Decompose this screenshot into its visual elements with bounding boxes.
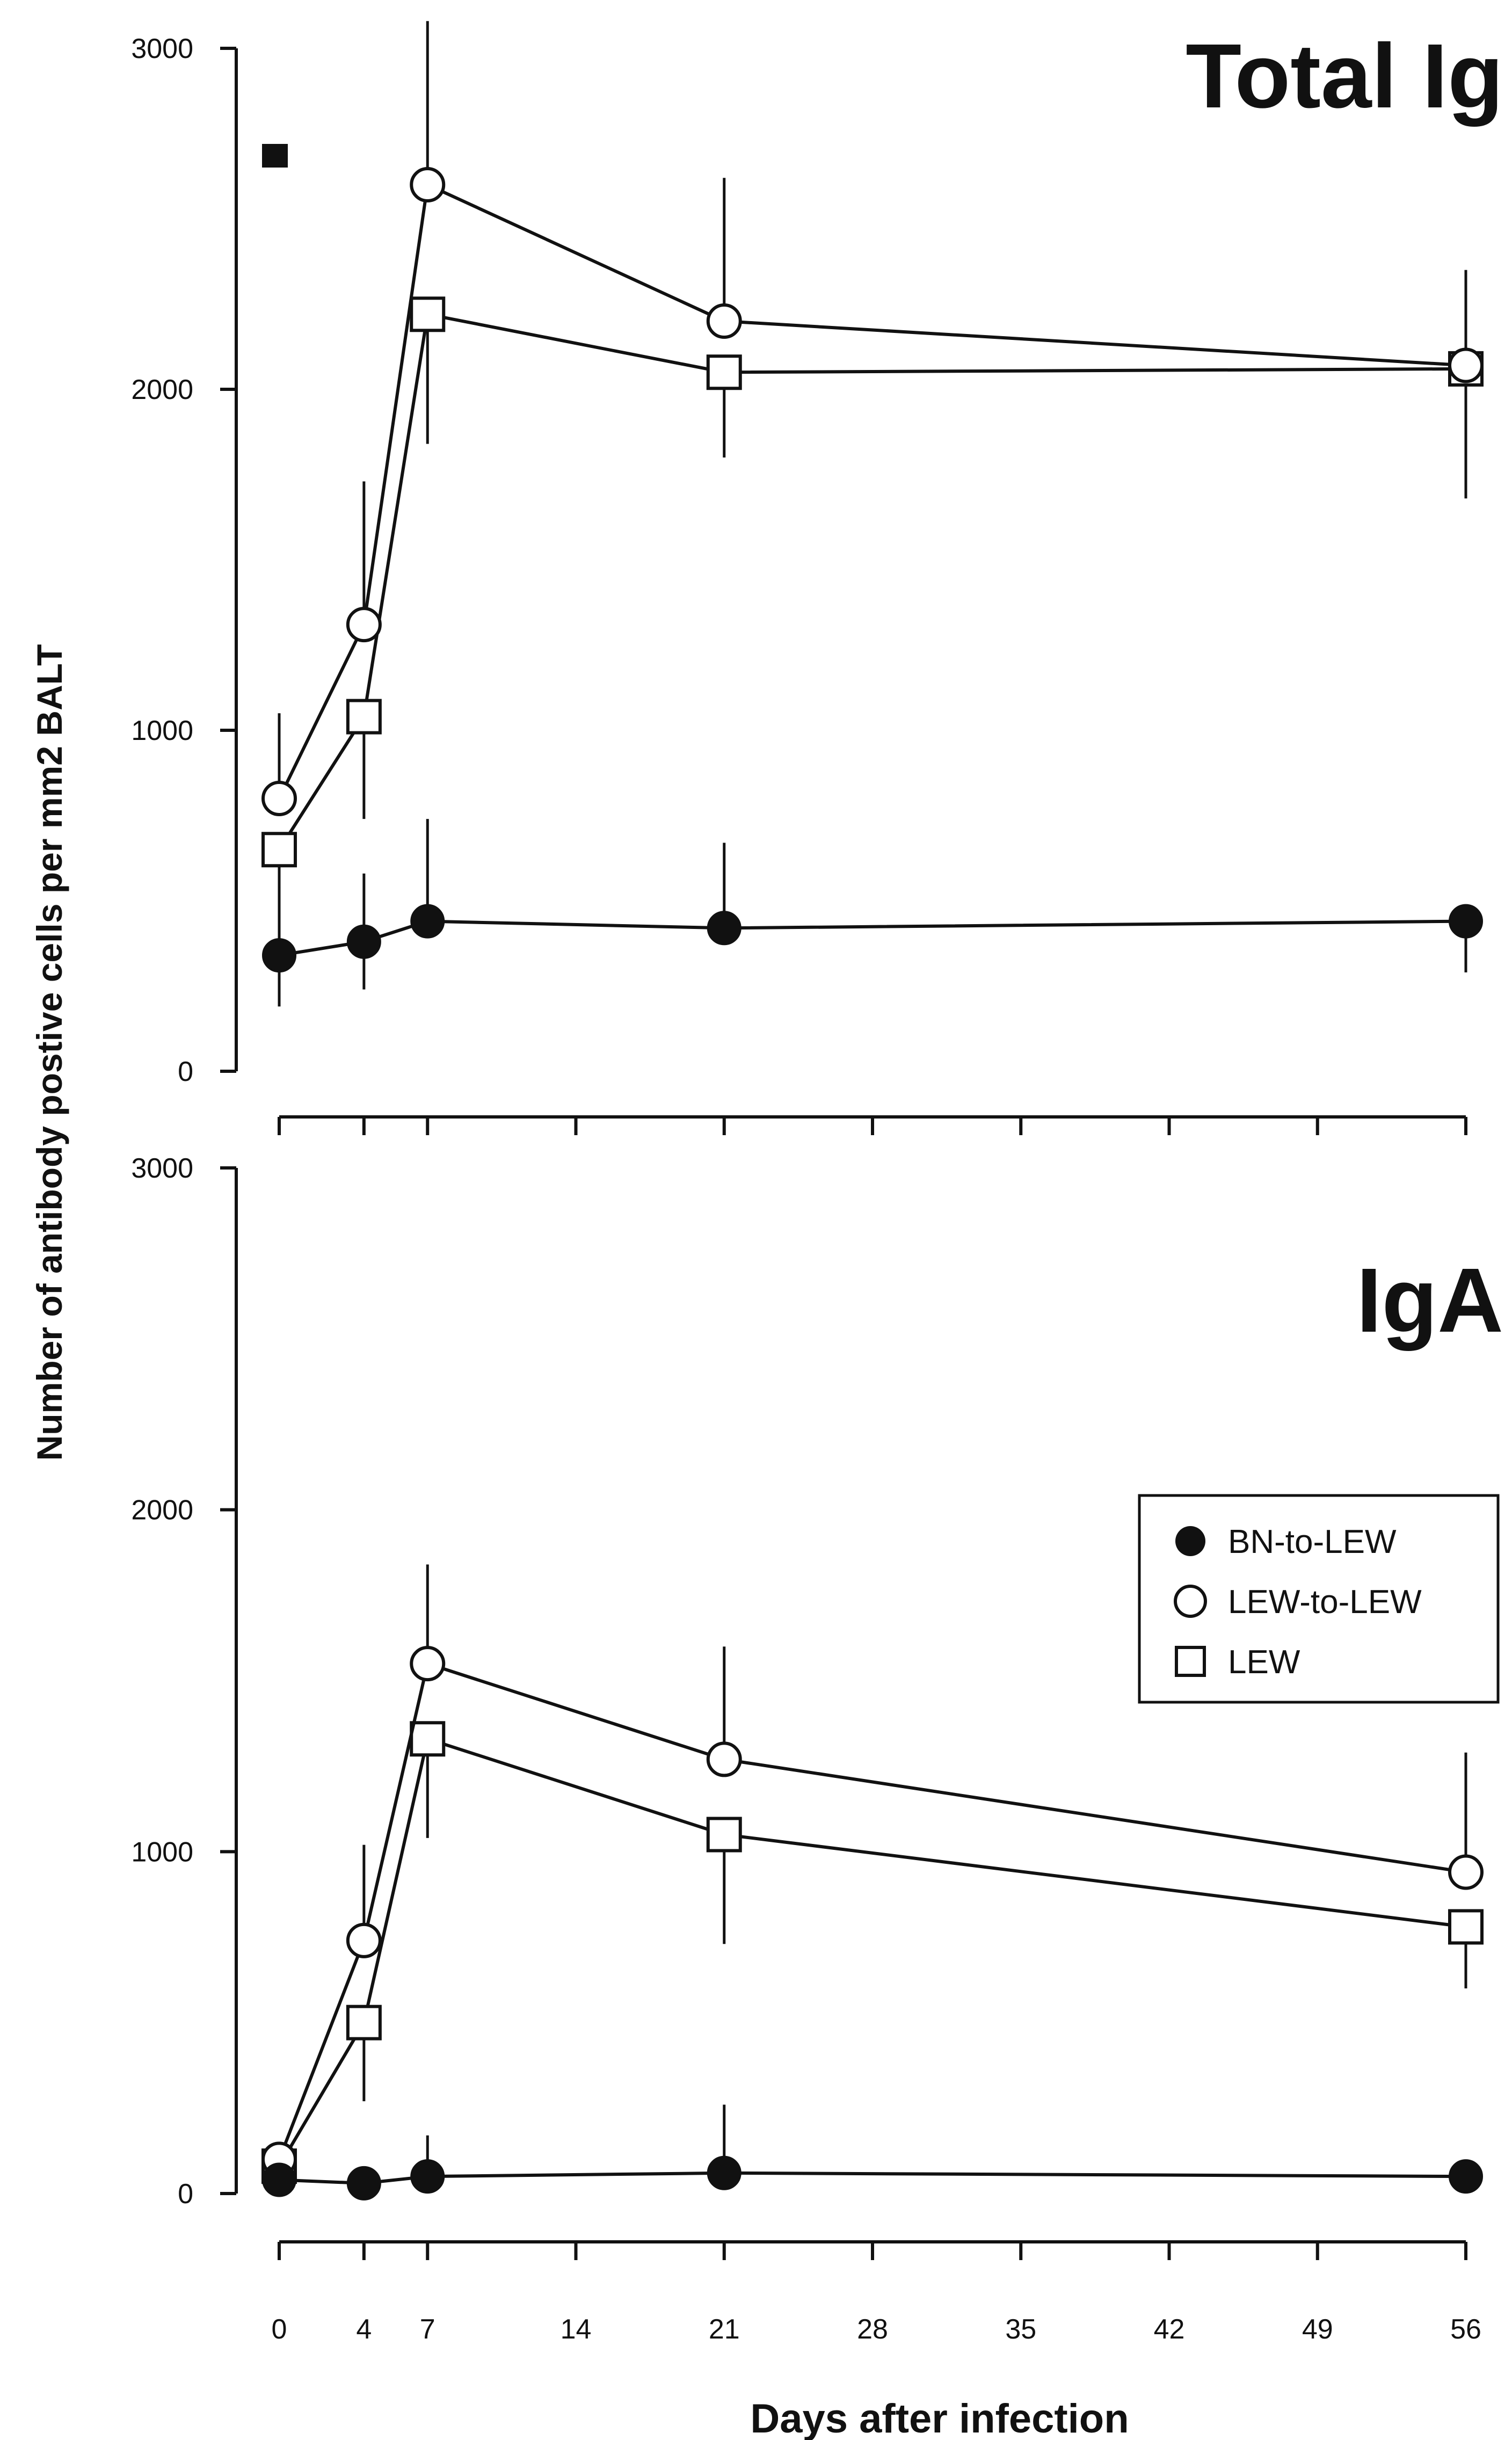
data-point xyxy=(706,303,742,339)
y-tick-label: 2000 xyxy=(131,1495,193,1526)
data-point xyxy=(410,296,446,332)
x-tick-label: 42 xyxy=(1154,2314,1185,2345)
y-tick-label: 3000 xyxy=(131,1153,193,1184)
series-line xyxy=(278,1737,1466,2167)
y-tick-label: 2000 xyxy=(131,374,193,405)
data-point xyxy=(410,167,446,202)
x-tick-label: 49 xyxy=(1302,2314,1333,2345)
x-tick-label: 7 xyxy=(420,2314,435,2345)
data-point xyxy=(706,1741,742,1777)
legend-label: LEW-to-LEW xyxy=(1228,1584,1422,1621)
data-point xyxy=(346,607,382,643)
x-tick-label: 0 xyxy=(272,2314,287,2345)
data-point xyxy=(706,1817,742,1853)
series-line xyxy=(278,1661,1466,2160)
x-tick-label: 35 xyxy=(1005,2314,1036,2345)
series-line xyxy=(279,919,1466,957)
data-point xyxy=(1449,904,1483,939)
data-point xyxy=(346,2166,381,2201)
legend-label: BN-to-LEW xyxy=(1228,1523,1397,1560)
data-point xyxy=(261,781,297,816)
legend: BN-to-LEW LEW-to-LEW LEW xyxy=(1138,1494,1500,1704)
data-point xyxy=(1448,1909,1484,1945)
y-tick-label: 3000 xyxy=(131,33,193,64)
data-point xyxy=(1449,2159,1483,2194)
legend-label: LEW xyxy=(1228,1644,1300,1681)
y-tick-label: 0 xyxy=(178,1056,193,1087)
series-bn-to-lew xyxy=(262,2104,1483,2201)
data-point xyxy=(346,924,381,959)
panel-total-ig: 0 1000 2000 3000 Total Ig xyxy=(131,21,1503,1135)
legend-marker-open-circle xyxy=(1174,1585,1207,1618)
data-point xyxy=(707,2155,742,2190)
series-line xyxy=(278,182,1466,800)
x-tick-label: 56 xyxy=(1450,2314,1481,2345)
x-tick-label: 28 xyxy=(857,2314,888,2345)
x-tick-label: 4 xyxy=(356,2314,372,2345)
x-tick-label: 14 xyxy=(561,2314,592,2345)
data-point xyxy=(261,832,297,868)
series-bn-to-lew xyxy=(262,819,1483,1007)
series-lew xyxy=(261,296,1484,898)
data-point xyxy=(1448,1854,1484,1890)
series-lew xyxy=(261,1721,1484,2184)
data-point xyxy=(707,911,742,946)
data-point xyxy=(410,1646,446,1682)
x-axis-label: Days after infection xyxy=(750,2396,1129,2440)
y-tick-label: 0 xyxy=(178,2178,193,2210)
panel-title: Total Ig xyxy=(1186,25,1503,127)
data-point xyxy=(346,2005,382,2040)
series-lew-to-lew xyxy=(261,21,1484,816)
data-point xyxy=(262,2162,296,2197)
data-point xyxy=(262,938,296,973)
series-line xyxy=(279,2171,1466,2185)
y-axis-label: Number of antibody postive cells per mm2… xyxy=(30,644,69,1461)
data-point xyxy=(410,1721,446,1757)
data-point xyxy=(706,354,742,390)
data-point xyxy=(410,904,445,939)
legend-marker-open-square xyxy=(1175,1646,1206,1677)
y-tick-label: 1000 xyxy=(131,715,193,746)
panel-iga: 0 1000 2000 3000 0 4 7 14 21 28 35 42 49 56 IgA BN-to-L… xyxy=(131,1153,1503,2345)
x-tick-label: 21 xyxy=(709,2314,740,2345)
data-point xyxy=(1448,347,1484,383)
panel-title: IgA xyxy=(1356,1250,1503,1352)
data-point xyxy=(346,1922,382,1958)
legend-marker-filled-circle xyxy=(1175,1526,1205,1556)
panel-marker xyxy=(262,144,288,168)
y-tick-label: 1000 xyxy=(131,1836,193,1868)
data-point xyxy=(346,699,382,735)
series-line xyxy=(278,312,1466,851)
shared-labels: Number of antibody postive cells per mm2… xyxy=(30,644,1129,2440)
data-point xyxy=(410,2159,445,2194)
